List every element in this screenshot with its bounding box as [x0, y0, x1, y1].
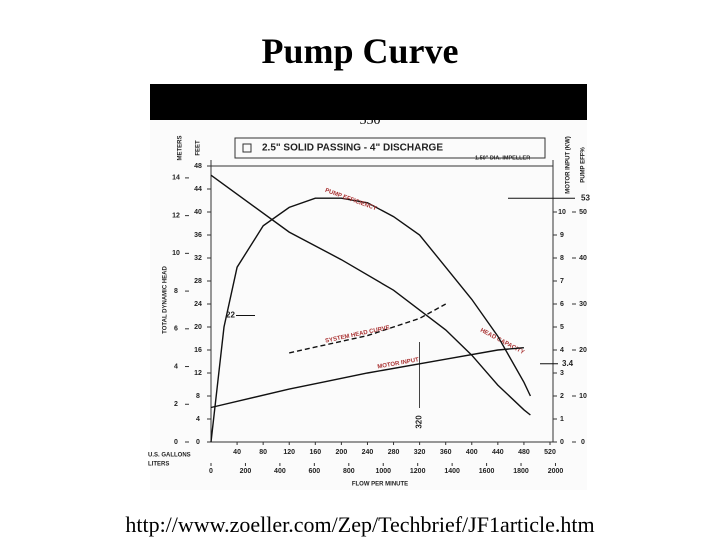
y-tick-label: 40 — [194, 209, 202, 216]
x2-tick-label: 1800 — [513, 468, 529, 475]
y4-tick-label: 50 — [579, 209, 587, 216]
x-tick-label: 160 — [309, 449, 321, 456]
y3-tick-label: 10 — [558, 209, 566, 216]
y2-tick-label: 12 — [172, 212, 180, 219]
y-tick-label: 8 — [196, 393, 200, 400]
x-tick-label: 280 — [388, 449, 400, 456]
x2-tick-label: 200 — [240, 468, 252, 475]
x-tick-label: 200 — [336, 449, 348, 456]
footer-url: http://www.zoeller.com/Zep/Techbrief/JF1… — [125, 512, 595, 537]
y3-tick-label: 3 — [560, 370, 564, 377]
y-tick-label: 20 — [194, 324, 202, 331]
y3-tick-label: 9 — [560, 232, 564, 239]
y3-tick-label: 5 — [560, 324, 564, 331]
series-line — [289, 303, 447, 354]
y-tick-label: 32 — [194, 255, 202, 262]
series-line — [210, 174, 531, 416]
x2-unit: LITERS — [148, 462, 169, 468]
y4-tick-label: 30 — [579, 301, 587, 308]
y3-tick-label: 4 — [560, 347, 564, 354]
y2-tick-label: 8 — [174, 288, 178, 295]
y-tick-label: 0 — [196, 439, 200, 446]
x2-tick-label: 1600 — [479, 468, 495, 475]
x2-tick-label: 1400 — [444, 468, 460, 475]
x-tick-label: 520 — [544, 449, 556, 456]
y2-tick-label: 2 — [174, 401, 178, 408]
y-tick-label: 48 — [194, 163, 202, 170]
y3-tick-label: 0 — [560, 439, 564, 446]
y4-tick-label: 40 — [579, 255, 587, 262]
y2-tick-label: 10 — [172, 250, 180, 257]
y-label: TOTAL DYNAMIC HEAD — [163, 266, 169, 334]
x2-tick-label: 1200 — [410, 468, 426, 475]
slide-title: Pump Curve — [261, 31, 459, 71]
x-unit: U.S. GALLONS — [148, 453, 191, 459]
x-tick-label: 440 — [492, 449, 504, 456]
y-tick-label: 28 — [194, 278, 202, 285]
head-marker: 22 — [226, 311, 235, 320]
y4-tick-label: 0 — [581, 439, 585, 446]
y2-tick-label: 4 — [174, 363, 178, 370]
y3-tick-label: 6 — [560, 301, 564, 308]
y3-unit: MOTOR INPUT (KW) — [566, 136, 572, 194]
x2-tick-label: 800 — [343, 468, 355, 475]
x2-tick-label: 0 — [209, 468, 213, 475]
series-line — [210, 197, 532, 443]
y2-tick-label: 14 — [172, 175, 180, 182]
chart-subtitle: 1.50" DIA. IMPELLER — [475, 155, 530, 161]
chart-image — [150, 120, 587, 490]
y-tick-label: 24 — [194, 301, 202, 308]
x2-tick-label: 400 — [274, 468, 286, 475]
motor-marker: 3.4 — [562, 359, 574, 368]
y3-tick-label: 7 — [560, 278, 564, 285]
legend-box — [234, 137, 546, 159]
y-unit: FEET — [196, 140, 202, 156]
eff-marker: 53 — [581, 193, 590, 202]
x-tick-label: 480 — [518, 449, 530, 456]
x-tick-label: 360 — [440, 449, 452, 456]
x-tick-label: 320 — [414, 449, 426, 456]
y-tick-label: 4 — [196, 416, 200, 423]
y4-unit: PUMP EFF% — [581, 147, 587, 183]
y-tick-label: 16 — [194, 347, 202, 354]
black-bar — [150, 84, 587, 120]
series-line — [210, 347, 524, 409]
flow-marker: 320 — [415, 415, 424, 429]
y-tick-label: 36 — [194, 232, 202, 239]
legend-square — [242, 143, 252, 153]
x-tick-label: 120 — [283, 449, 295, 456]
x-tick-label: 240 — [362, 449, 374, 456]
x-label: FLOW PER MINUTE — [352, 482, 408, 488]
y2-tick-label: 0 — [174, 439, 178, 446]
x-tick-label: 80 — [259, 449, 267, 456]
chart-title: 2.5" SOLID PASSING - 4" DISCHARGE — [262, 143, 443, 154]
y4-tick-label: 10 — [579, 393, 587, 400]
y3-tick-label: 2 — [560, 393, 564, 400]
x-tick-label: 40 — [233, 449, 241, 456]
y2-tick-label: 6 — [174, 326, 178, 333]
y-tick-label: 44 — [194, 186, 202, 193]
y4-tick-label: 20 — [579, 347, 587, 354]
y2-unit: METERS — [178, 135, 184, 160]
y-tick-label: 12 — [194, 370, 202, 377]
x2-tick-label: 2000 — [548, 468, 564, 475]
y3-tick-label: 1 — [560, 416, 564, 423]
y3-tick-label: 8 — [560, 255, 564, 262]
x2-tick-label: 600 — [308, 468, 320, 475]
x2-tick-label: 1000 — [375, 468, 391, 475]
x-tick-label: 400 — [466, 449, 478, 456]
